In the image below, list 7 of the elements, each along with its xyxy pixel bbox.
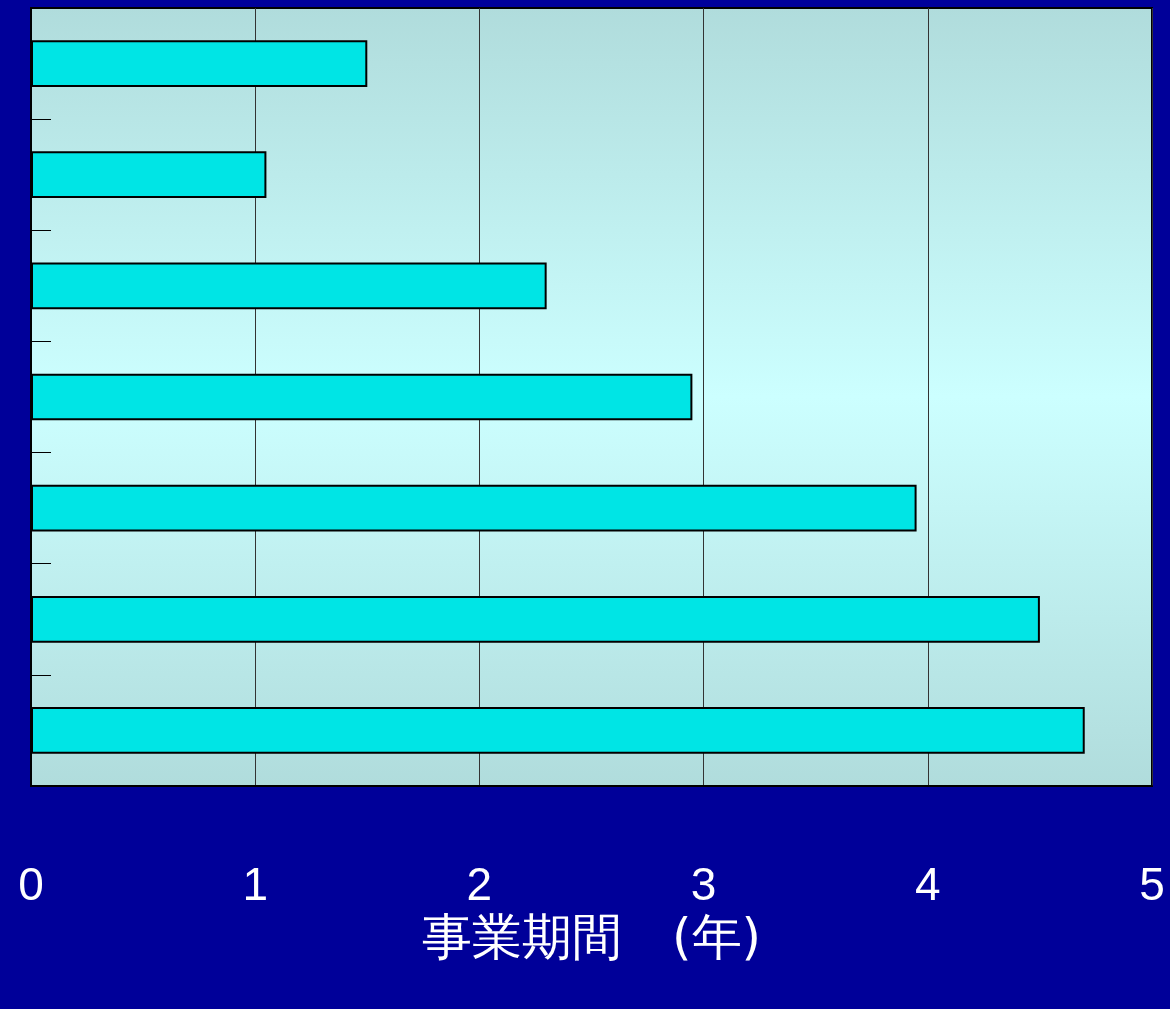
x-tick-label: 2: [466, 858, 493, 910]
x-tick-label: 3: [690, 858, 717, 910]
x-tick-label: 4: [915, 858, 941, 910]
x-axis-title: 事業期間 (年): [421, 907, 762, 966]
x-tick-label: 0: [18, 858, 44, 910]
x-tick-label: 1: [242, 858, 268, 910]
x-tick-label: 5: [1139, 858, 1165, 910]
